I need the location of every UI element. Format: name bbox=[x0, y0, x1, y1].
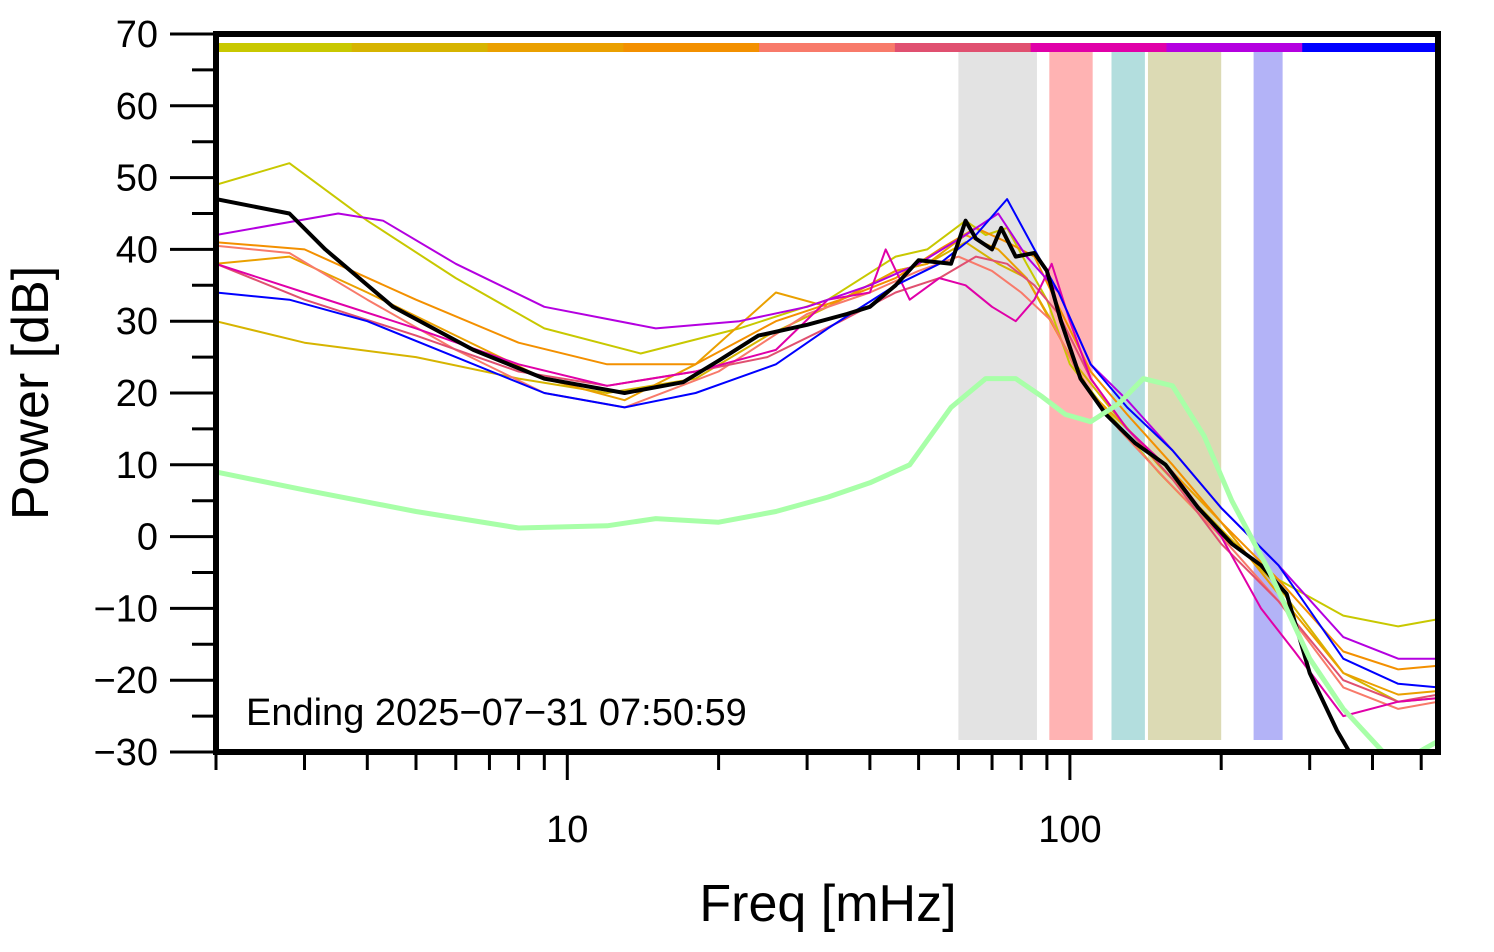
series-line-10 bbox=[216, 197, 1352, 752]
color-bar-segment-5 bbox=[759, 43, 896, 52]
y-tick-label: 0 bbox=[137, 517, 158, 559]
y-tick-label: −10 bbox=[94, 588, 158, 630]
color-bar-segment-8 bbox=[1166, 43, 1303, 52]
y-tick-label: 30 bbox=[116, 301, 158, 343]
frequency-band-5 bbox=[1253, 52, 1283, 740]
color-bar-segment-1 bbox=[216, 43, 353, 52]
y-tick-label: −30 bbox=[94, 732, 158, 774]
series-line-11 bbox=[216, 376, 1438, 752]
y-tick-label: 50 bbox=[116, 158, 158, 200]
plot-background bbox=[216, 34, 1438, 752]
y-tick-label: 10 bbox=[116, 445, 158, 487]
color-bar-segment-3 bbox=[487, 43, 624, 52]
y-tick-label: −20 bbox=[94, 660, 158, 702]
series-line-6 bbox=[216, 255, 1438, 703]
y-tick-label: 40 bbox=[116, 229, 158, 271]
x-tick-label: 100 bbox=[1038, 809, 1101, 851]
frequency-band-1 bbox=[958, 52, 1037, 740]
series-line-4 bbox=[216, 226, 1438, 671]
y-tick-label: 60 bbox=[116, 86, 158, 128]
color-bar-segment-2 bbox=[351, 43, 489, 52]
x-tick-label: 10 bbox=[546, 809, 588, 851]
series-line-7 bbox=[216, 248, 1438, 718]
y-tick-label: 20 bbox=[116, 373, 158, 415]
x-axis-title: Freq [mHz] bbox=[699, 875, 956, 933]
color-bar-segment-7 bbox=[1030, 43, 1167, 52]
color-bar-segment-6 bbox=[894, 43, 1032, 52]
y-axis-title: Power [dB] bbox=[2, 266, 60, 520]
frequency-band-4 bbox=[1147, 52, 1222, 740]
series-line-5 bbox=[216, 244, 1438, 710]
color-bar-segment-9 bbox=[1302, 43, 1439, 52]
color-bar-segment-4 bbox=[623, 43, 760, 52]
frequency-band-2 bbox=[1049, 52, 1093, 740]
y-tick-label: 70 bbox=[116, 14, 158, 56]
annotation-text: Ending 2025−07−31 07:50:59 bbox=[246, 692, 747, 734]
